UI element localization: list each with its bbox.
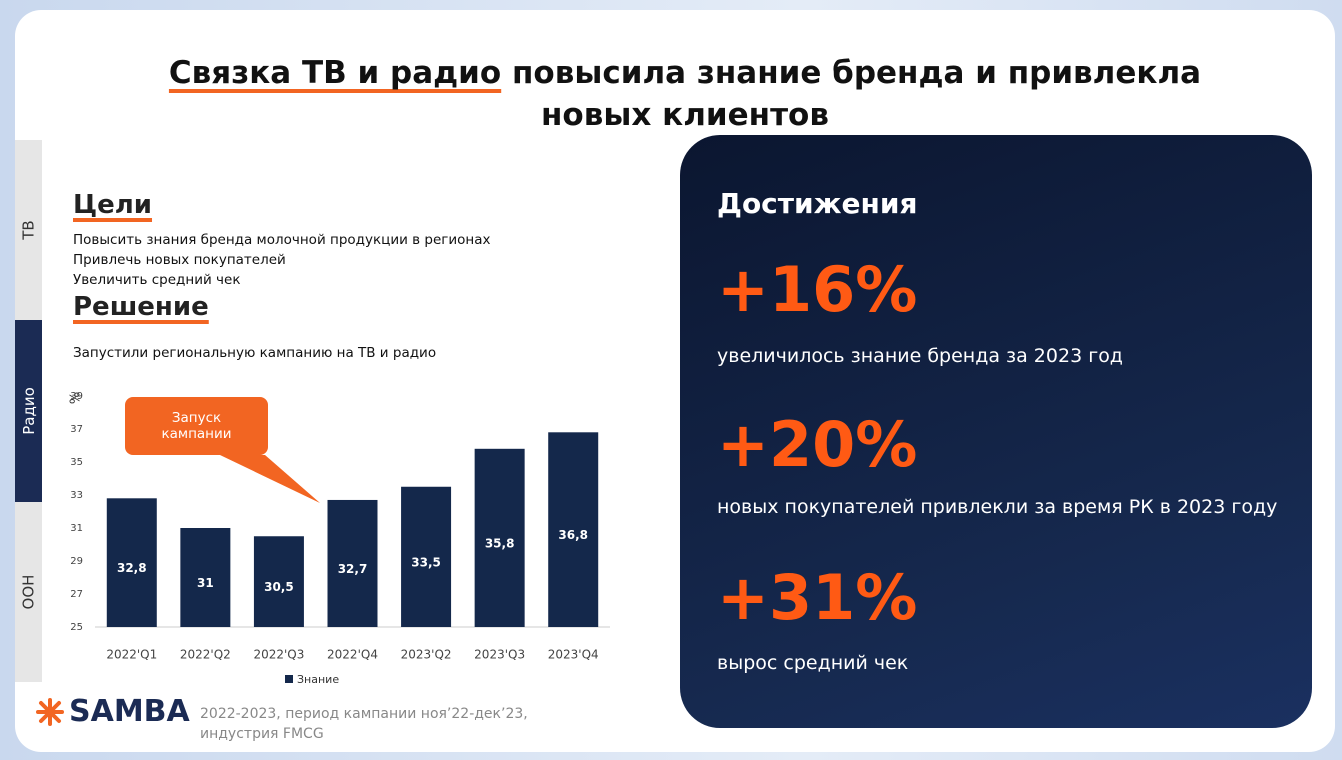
solution-heading: Решение — [73, 292, 209, 322]
x-tick-label: 2022'Q1 — [106, 648, 157, 662]
bar — [327, 499, 378, 627]
y-tick-label: 33 — [70, 490, 83, 501]
x-tick-label: 2022'Q4 — [327, 648, 378, 662]
sidebar-tab: ТВ — [15, 140, 42, 320]
y-tick-label: 39 — [70, 391, 83, 402]
footnote-line: 2022-2023, период кампании ноя’22-дек’23… — [200, 706, 528, 722]
y-tick-label: 29 — [70, 556, 83, 567]
value-label: 32,8 — [117, 561, 147, 575]
value-label: 32,7 — [338, 562, 368, 576]
value-label: 31 — [197, 576, 214, 590]
callout-pointer — [220, 455, 320, 503]
title-highlight: Связка ТВ и радио — [168, 55, 502, 91]
goal-item: Повысить знания бренда молочной продукци… — [73, 232, 491, 248]
logo-icon — [36, 697, 64, 726]
achievement-text: вырос средний чек — [717, 652, 909, 674]
achievement-value: +20% — [717, 408, 918, 481]
x-tick-label: 2023'Q3 — [474, 648, 525, 662]
chart-annotation: Запуск кампании — [125, 397, 268, 455]
solution-text: Запустили региональную кампанию на ТВ и … — [73, 345, 437, 361]
slide-title: Связка ТВ и радио повысила знание бренда… — [125, 52, 1245, 136]
achievements-panel: Достижения +16% увеличилось знание бренд… — [680, 135, 1312, 728]
legend-label: Знание — [297, 673, 339, 685]
y-axis-label: % — [69, 392, 84, 404]
bar — [548, 432, 599, 627]
achievements-heading: Достижения — [717, 187, 918, 220]
sidebar-tab: OOH — [15, 502, 42, 682]
bar — [180, 528, 231, 627]
footnote: 2022-2023, период кампании ноя’22-дек’23… — [200, 704, 528, 744]
value-label: 36,8 — [558, 528, 588, 542]
sidebar-label: Радио — [19, 387, 38, 435]
x-tick-label: 2022'Q2 — [180, 648, 231, 662]
value-label: 35,8 — [485, 536, 515, 550]
bar — [474, 448, 525, 627]
slide: Связка ТВ и радио повысила знание бренда… — [15, 10, 1335, 752]
y-tick-label: 25 — [70, 622, 83, 633]
value-label: 33,5 — [411, 555, 441, 569]
achievement-value: +16% — [717, 253, 918, 326]
achievement-text: увеличилось знание бренда за 2023 год — [717, 345, 1123, 367]
y-tick-label: 35 — [70, 457, 83, 468]
logo: SAMBA — [35, 694, 190, 729]
sidebar-label: ТВ — [19, 220, 38, 240]
x-tick-label: 2022'Q3 — [253, 648, 304, 662]
x-tick-label: 2023'Q2 — [401, 648, 452, 662]
legend-swatch — [285, 675, 293, 683]
y-tick-label: 31 — [70, 523, 83, 534]
footnote-line: индустрия FMCG — [200, 726, 324, 742]
bar — [401, 486, 452, 627]
value-label: 30,5 — [264, 580, 294, 594]
bar — [253, 536, 304, 627]
achievement-text: новых покупателей привлекли за время РК … — [717, 496, 1278, 518]
achievement-value: +31% — [717, 561, 918, 634]
logo-text: SAMBA — [69, 694, 190, 729]
chart: % 25 27 29 31 33 35 37 39 32,8 31 30,5 32,7 33,5 35,8 3… — [69, 391, 610, 685]
goal-item: Привлечь новых покупателей — [73, 252, 286, 268]
sidebar-label: OOH — [19, 574, 38, 610]
goals-list: Повысить знания бренда молочной продукци… — [73, 230, 491, 290]
title-rest: повысила знание бренда и привлекла новых… — [512, 55, 1202, 133]
goal-item: Увеличить средний чек — [73, 272, 241, 288]
y-tick-label: 37 — [70, 424, 83, 435]
goals-heading: Цели — [73, 190, 153, 220]
x-tick-label: 2023'Q4 — [548, 648, 599, 662]
bar — [106, 498, 157, 627]
sidebar-tab: Радио — [15, 320, 42, 502]
y-tick-label: 27 — [70, 589, 83, 600]
